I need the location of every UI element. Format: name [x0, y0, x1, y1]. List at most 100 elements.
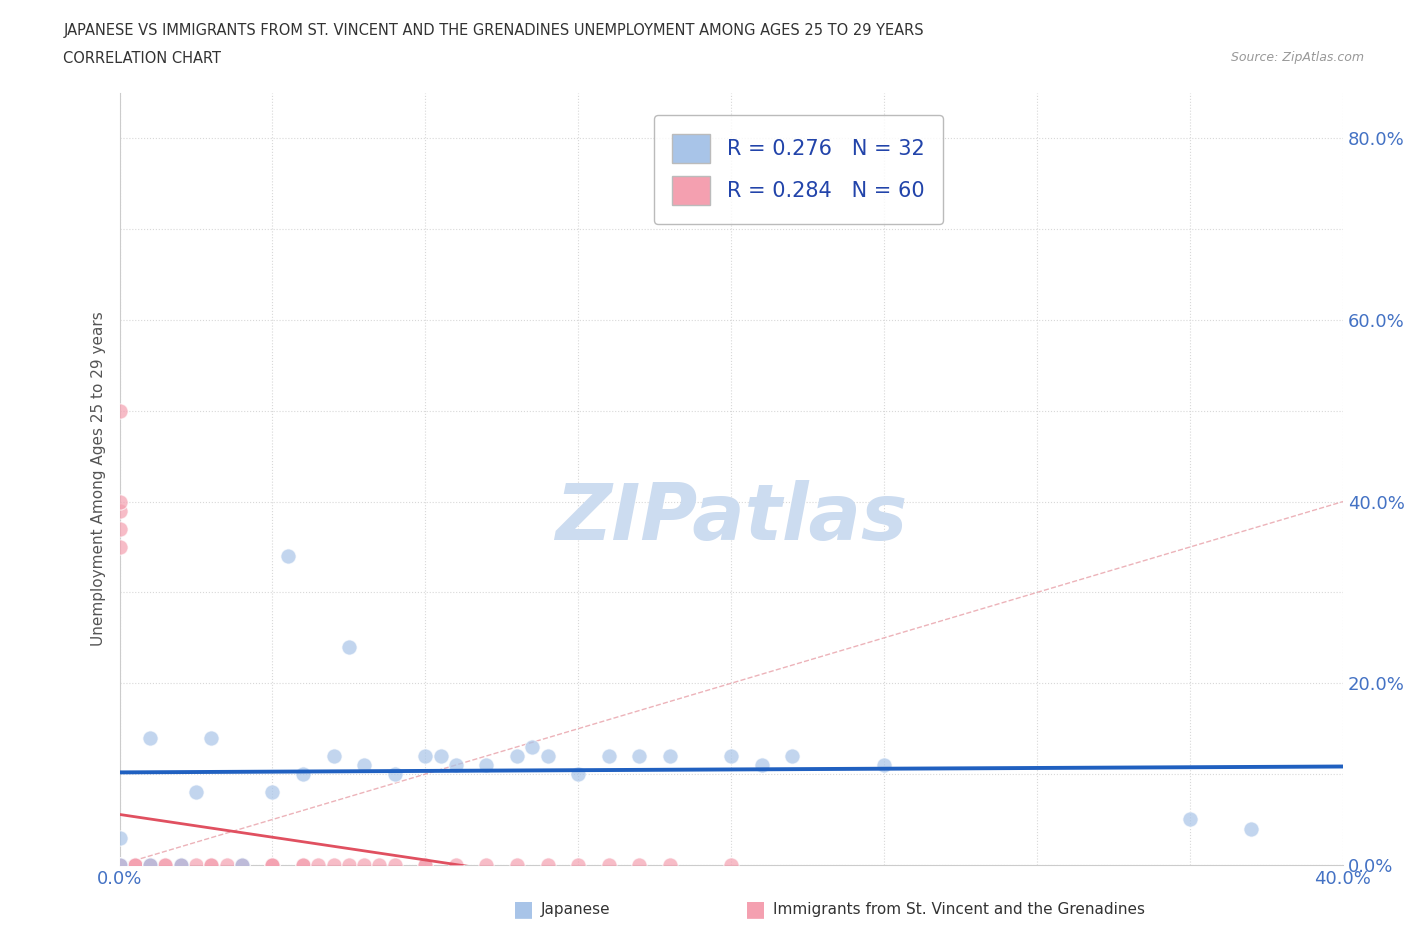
Point [200, 857, 222, 872]
Point [506, 857, 529, 872]
Point [139, 857, 162, 872]
Point [108, 857, 131, 872]
Point [429, 749, 451, 764]
Point [108, 404, 131, 418]
Point [139, 857, 162, 872]
Point [277, 549, 299, 564]
Point [1240, 821, 1263, 836]
Point [506, 749, 529, 764]
Point [475, 758, 498, 773]
Text: Source: ZipAtlas.com: Source: ZipAtlas.com [1230, 51, 1364, 64]
Point [108, 857, 131, 872]
Point [155, 857, 177, 872]
Point [262, 857, 284, 872]
Point [124, 857, 146, 872]
Point [108, 857, 131, 872]
Point [475, 857, 498, 872]
Point [108, 857, 131, 872]
Point [124, 857, 146, 872]
Point [751, 758, 773, 773]
Point [108, 857, 131, 872]
Point [139, 730, 162, 745]
Point [108, 857, 131, 872]
Point [567, 857, 589, 872]
Point [139, 857, 162, 872]
Point [628, 749, 651, 764]
Point [184, 857, 207, 872]
Point [292, 857, 315, 872]
Point [108, 522, 131, 537]
Point [337, 857, 360, 872]
Point [337, 640, 360, 655]
Point [108, 857, 131, 872]
Point [628, 857, 651, 872]
Point [262, 857, 284, 872]
Point [108, 857, 131, 872]
Point [873, 758, 896, 773]
Point [384, 857, 406, 872]
Point [155, 857, 177, 872]
Point [200, 857, 222, 872]
Point [567, 766, 589, 781]
Point [720, 749, 742, 764]
Point [1178, 812, 1201, 827]
Point [598, 749, 620, 764]
Point [169, 857, 191, 872]
Point [108, 857, 131, 872]
Text: CORRELATION CHART: CORRELATION CHART [63, 51, 221, 66]
Text: JAPANESE VS IMMIGRANTS FROM ST. VINCENT AND THE GRENADINES UNEMPLOYMENT AMONG AG: JAPANESE VS IMMIGRANTS FROM ST. VINCENT … [63, 23, 924, 38]
Point [384, 766, 406, 781]
Point [322, 857, 344, 872]
Point [200, 730, 222, 745]
Text: ■: ■ [513, 899, 534, 920]
Point [537, 857, 560, 872]
Point [108, 857, 131, 872]
Point [169, 857, 191, 872]
Point [353, 857, 375, 872]
Point [444, 758, 467, 773]
Point [108, 857, 131, 872]
Point [353, 758, 375, 773]
Point [108, 857, 131, 872]
Point [139, 857, 162, 872]
Point [322, 749, 344, 764]
Point [231, 857, 253, 872]
Point [124, 857, 146, 872]
Point [307, 857, 329, 872]
Point [413, 749, 436, 764]
Point [169, 857, 191, 872]
Point [262, 785, 284, 800]
Point [659, 857, 682, 872]
Point [108, 857, 131, 872]
Point [368, 857, 391, 872]
Point [262, 857, 284, 872]
Point [108, 539, 131, 554]
Point [720, 857, 742, 872]
Point [184, 785, 207, 800]
Point [659, 749, 682, 764]
Text: ■: ■ [745, 899, 766, 920]
Point [413, 857, 436, 872]
Point [231, 857, 253, 872]
Point [139, 857, 162, 872]
Point [444, 857, 467, 872]
Point [215, 857, 238, 872]
Point [292, 857, 315, 872]
Point [413, 857, 436, 872]
Point [108, 857, 131, 872]
Text: Immigrants from St. Vincent and the Grenadines: Immigrants from St. Vincent and the Gren… [773, 902, 1146, 917]
Point [537, 749, 560, 764]
Text: Japanese: Japanese [541, 902, 612, 917]
Point [108, 503, 131, 518]
Legend: R = 0.276   N = 32, R = 0.284   N = 60: R = 0.276 N = 32, R = 0.284 N = 60 [654, 115, 943, 224]
Point [108, 857, 131, 872]
Point [108, 857, 131, 872]
Point [292, 766, 315, 781]
Point [598, 857, 620, 872]
Point [169, 857, 191, 872]
Point [108, 830, 131, 845]
Point [108, 494, 131, 509]
Text: ZIPatlas: ZIPatlas [555, 480, 907, 555]
Point [231, 857, 253, 872]
Point [782, 749, 804, 764]
